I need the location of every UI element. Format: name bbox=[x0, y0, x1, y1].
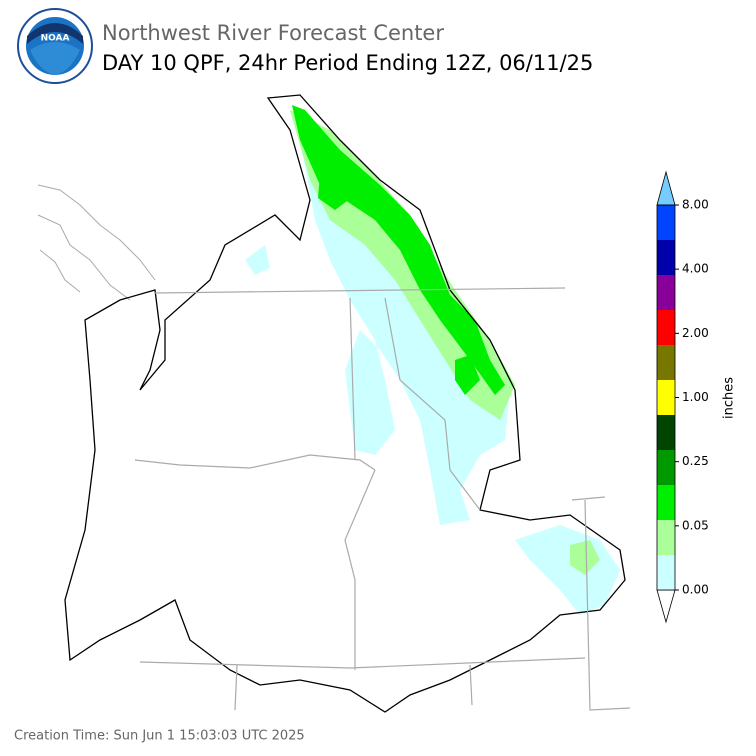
colorbar-swatch bbox=[657, 345, 675, 380]
colorbar-tick-label: 8.00 bbox=[682, 198, 709, 212]
colorbar-tick-label: 4.00 bbox=[682, 262, 709, 276]
colorbar-swatch bbox=[657, 380, 675, 415]
precip-green-2 bbox=[318, 170, 355, 210]
colorbar-tick-label: 0.25 bbox=[682, 454, 709, 468]
logo-text: NOAA bbox=[41, 34, 70, 44]
colorbar-tick-label: 1.00 bbox=[682, 390, 709, 404]
precip-mid-se bbox=[570, 540, 600, 575]
colorbar-swatch bbox=[657, 310, 675, 345]
colorbar-tick-label: 0.05 bbox=[682, 518, 709, 532]
colorbar-label: inches bbox=[722, 377, 737, 419]
precip-light-w bbox=[245, 245, 270, 275]
precip-green-3 bbox=[455, 355, 480, 395]
colorbar-swatch bbox=[657, 450, 675, 485]
colorbar-swatch bbox=[657, 520, 675, 555]
creation-time: Creation Time: Sun Jun 1 15:03:03 UTC 20… bbox=[14, 729, 305, 744]
colorbar-swatch bbox=[657, 485, 675, 520]
colorbar-tick-label: 2.00 bbox=[682, 326, 709, 340]
basin-outline bbox=[64, 94, 626, 713]
colorbar-swatch bbox=[657, 275, 675, 310]
colorbar-tick-label: 0.00 bbox=[682, 583, 709, 597]
noaa-logo: NOAA bbox=[17, 8, 93, 84]
colorbar-swatch bbox=[657, 415, 675, 450]
colorbar-swatch bbox=[657, 240, 675, 275]
colorbar-swatch bbox=[657, 205, 675, 240]
basin-precip-light bbox=[300, 140, 510, 525]
state-borders bbox=[134, 287, 631, 711]
map bbox=[37, 94, 631, 713]
coastline-canada bbox=[37, 184, 156, 301]
colorbar: 0.00 0.05 0.25 1.00 2.00 4.00 8.00 bbox=[656, 170, 709, 624]
map-title: DAY 10 QPF, 24hr Period Ending 12Z, 06/1… bbox=[102, 51, 593, 75]
org-name: Northwest River Forecast Center bbox=[102, 21, 444, 45]
colorbar-swatch bbox=[657, 555, 675, 590]
